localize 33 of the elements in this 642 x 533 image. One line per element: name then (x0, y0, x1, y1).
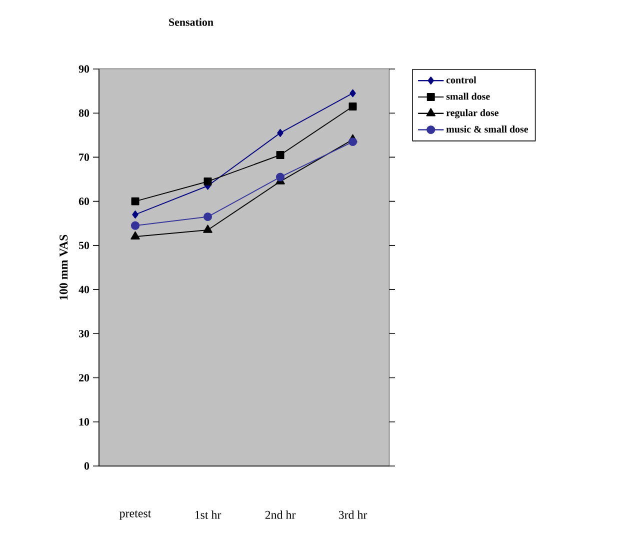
legend-label: control (446, 76, 476, 84)
x-tick-label: 1st hr (195, 510, 222, 519)
x-tick-label: pretest (120, 510, 152, 520)
x-tick-label: 2nd hr (265, 510, 296, 519)
legend-label: small dose (446, 92, 490, 100)
y-tick-label: 50 (78, 242, 90, 250)
point (130, 221, 140, 230)
point (276, 172, 285, 182)
point (348, 102, 357, 110)
x-tick-label: 3rd hr (338, 510, 368, 519)
point (348, 137, 358, 146)
point (130, 231, 140, 240)
y-tick-label: 60 (78, 198, 90, 206)
y-tick-label: 20 (78, 374, 90, 382)
legend-label: music & small dose (446, 126, 528, 133)
y-tick-label: 30 (78, 330, 90, 338)
y-axis-title: 100 mm VAS (60, 234, 68, 300)
y-tick-label: 90 (78, 65, 90, 73)
y-tick-label: 40 (78, 286, 90, 294)
y-tick-label: 0 (84, 462, 90, 470)
chart-title: Sensation (169, 18, 214, 26)
point (277, 128, 284, 137)
point (350, 89, 356, 98)
point (131, 197, 140, 206)
point (276, 151, 284, 159)
point (204, 177, 212, 186)
point (203, 212, 212, 222)
point (203, 224, 212, 233)
point (132, 210, 138, 219)
y-tick-label: 80 (78, 109, 90, 117)
legend-label: regular dose (446, 109, 499, 118)
y-tick-label: 70 (79, 154, 90, 161)
y-tick-label: 10 (79, 418, 90, 426)
